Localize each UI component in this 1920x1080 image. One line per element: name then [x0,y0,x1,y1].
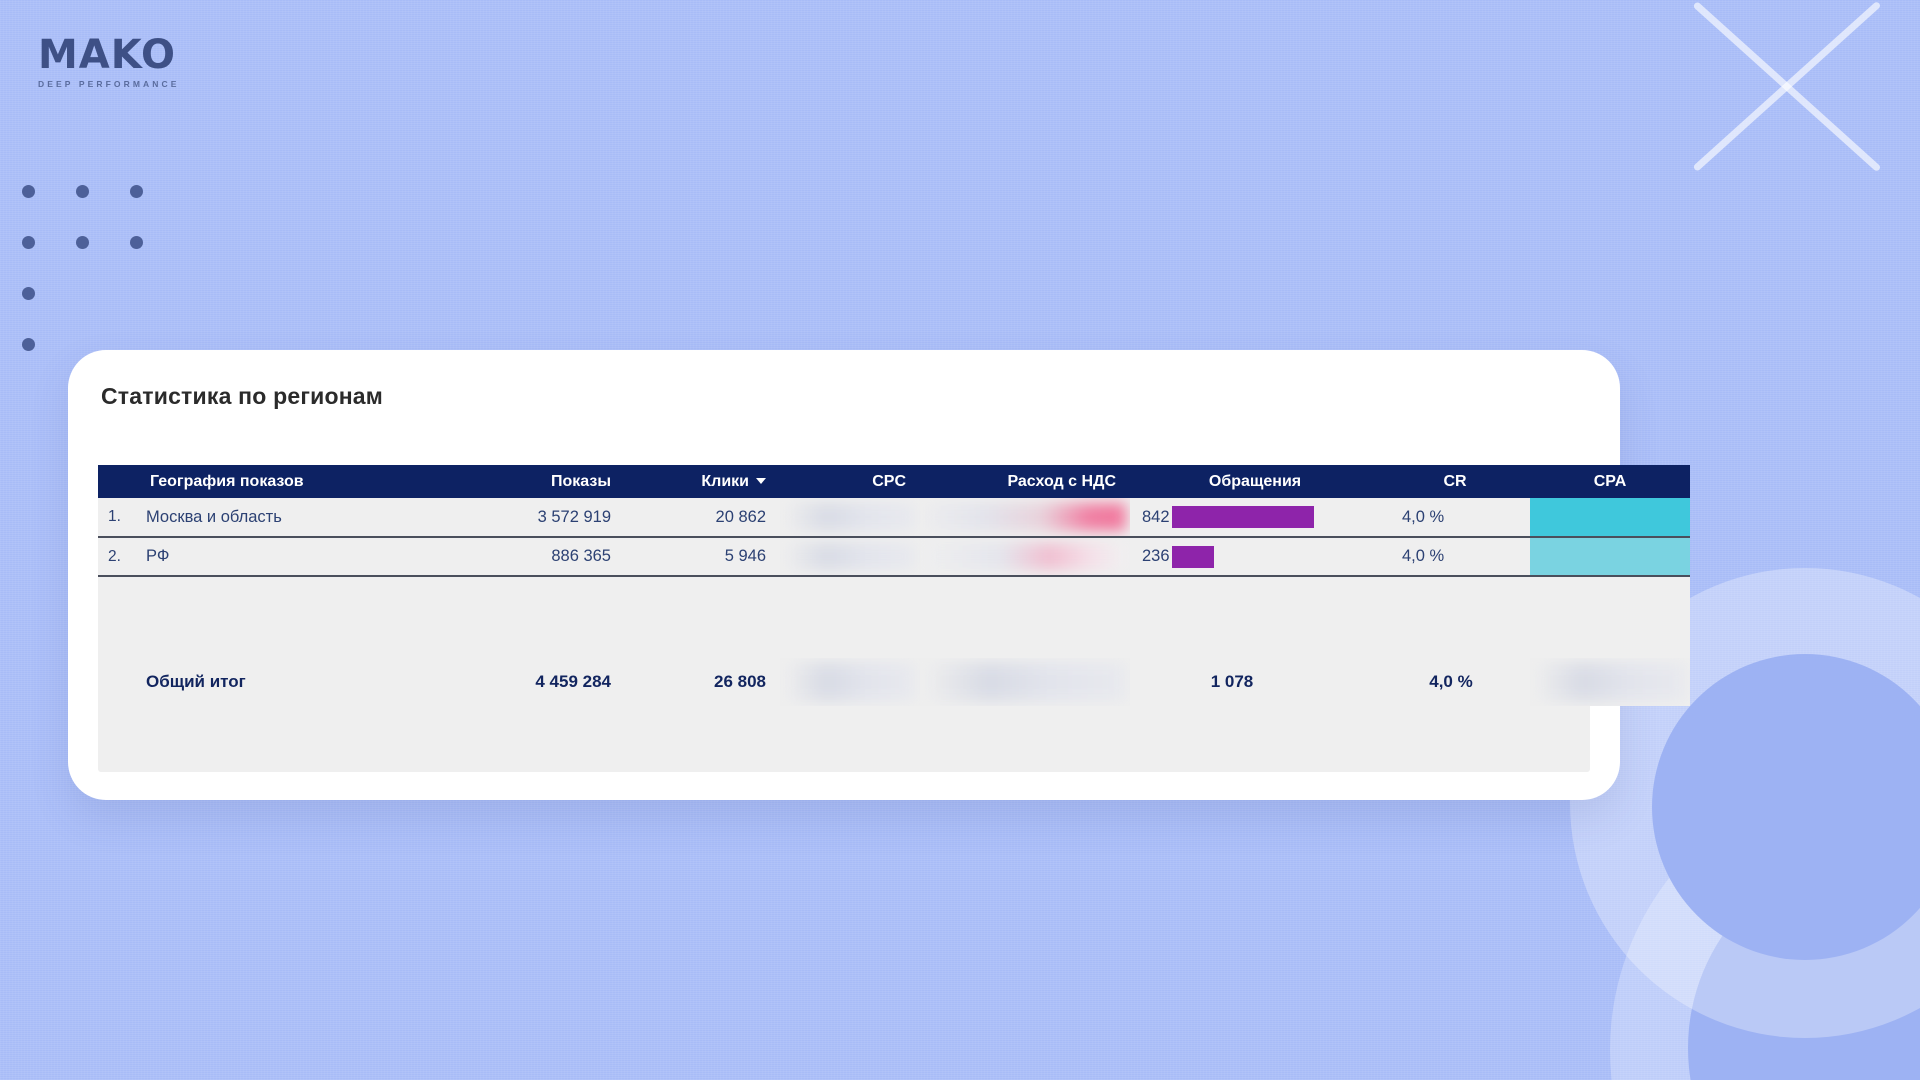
totals-cpa [1530,658,1690,706]
redacted-blur-overlay [924,543,1126,570]
brand-logo: MAKO DEEP PERFORMANCE [38,32,180,89]
redacted-blur-overlay [784,543,916,570]
brand-logo-mark: MAKO [38,32,176,78]
column-header-clicks[interactable]: Клики [625,465,780,498]
redacted-blur-overlay [784,503,916,531]
row-cpa-bar [1530,538,1690,574]
totals-clicks: 26 808 [625,658,780,706]
column-header-clicks-label: Клики [701,472,749,490]
totals-cr: 4,0 % [1380,658,1530,706]
column-header-cpa[interactable]: CPA [1530,465,1690,498]
row-requests: 842 [1130,498,1380,538]
redacted-blur-overlay [924,663,1126,701]
row-requests-bar [1171,545,1214,568]
row-requests-value: 236 [1142,547,1170,565]
statistics-card: Статистика по регионам География показов… [68,350,1690,800]
row-shows: 3 572 919 [470,498,625,538]
row-spend [920,498,1130,538]
column-header-cr[interactable]: CR [1380,465,1530,498]
row-cr: 4,0 % [1380,537,1530,577]
table-row[interactable]: 2. РФ 886 365 5 946 236 [98,537,1690,577]
totals-rank [98,658,140,706]
totals-requests: 1 078 [1130,658,1380,706]
row-cr-value: 4,0 % [1402,507,1445,526]
brand-tagline: DEEP PERFORMANCE [38,79,180,89]
redacted-blur-overlay [784,663,916,701]
row-shows: 886 365 [470,537,625,577]
totals-shows: 4 459 284 [470,658,625,706]
column-header-rank [98,465,140,498]
row-geo: РФ [140,537,470,577]
row-geo: Москва и область [140,498,470,538]
page-title: Статистика по регионам [101,383,383,409]
decorative-ring-inner-right [1652,654,1920,960]
column-header-spend[interactable]: Расход с НДС [920,465,1130,498]
totals-spend [920,658,1130,706]
table-spacer-cell [98,576,1690,658]
row-cpa [1530,498,1690,538]
row-clicks: 5 946 [625,537,780,577]
decorative-cross-icon [1692,0,1882,174]
row-cr: 4,0 % [1380,498,1530,538]
column-header-requests[interactable]: Обращения [1130,465,1380,498]
totals-cpc [780,658,920,706]
row-cpc [780,498,920,538]
row-clicks: 20 862 [625,498,780,538]
regions-statistics-table: География показов Показы Клики CPC Расхо… [98,465,1690,772]
table-row[interactable]: 1. Москва и область 3 572 919 20 862 842 [98,498,1690,538]
row-cr-value: 4,0 % [1402,547,1445,565]
decorative-dot-grid [22,185,184,389]
row-spend [920,537,1130,577]
table-header-row: География показов Показы Клики CPC Расхо… [98,465,1690,498]
sort-descending-icon[interactable] [756,478,766,485]
table-spacer-row [98,576,1690,658]
row-requests-value: 842 [1142,507,1170,526]
row-rank: 1. [98,498,140,538]
column-header-shows[interactable]: Показы [470,465,625,498]
column-header-cpc[interactable]: CPC [780,465,920,498]
row-cpa-bar [1530,498,1690,535]
table-totals-row: Общий итог 4 459 284 26 808 1 078 4,0 % [98,658,1690,706]
redacted-blur-overlay [924,503,1126,531]
row-requests-bar [1171,506,1314,528]
row-cpa [1530,537,1690,577]
redacted-blur-overlay [1534,663,1686,701]
row-requests: 236 [1130,537,1380,577]
column-header-geo[interactable]: География показов [140,465,470,498]
row-cpc [780,537,920,577]
row-rank: 2. [98,537,140,577]
totals-label: Общий итог [140,658,470,706]
